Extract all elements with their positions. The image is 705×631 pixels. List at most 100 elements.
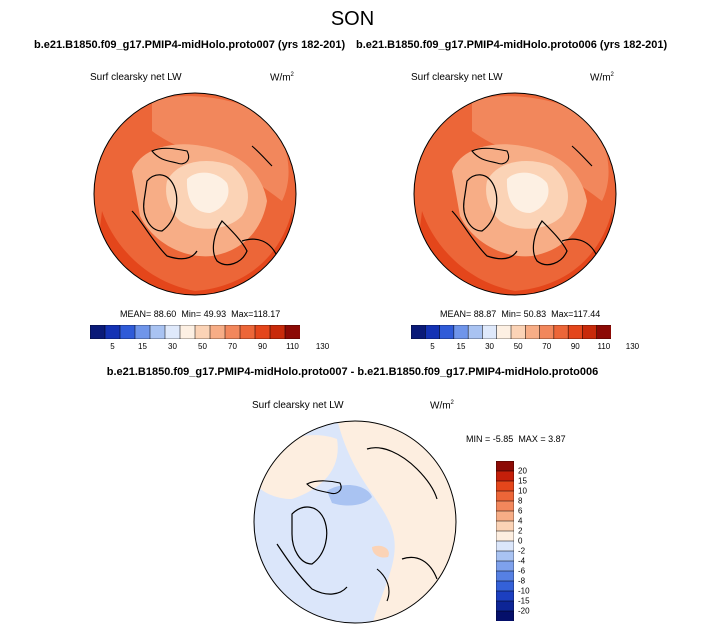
panel2-units: W/m2 <box>590 72 614 84</box>
difference-units: W/m2 <box>430 400 454 412</box>
panel2-coast-d <box>532 220 568 266</box>
colorbar-swatch <box>269 325 286 339</box>
colorbar-swatch <box>284 325 300 339</box>
colorbar-tick-label: -10 <box>518 586 530 596</box>
colorbar-swatch <box>525 325 541 339</box>
colorbar-tick-label: 2 <box>518 526 523 536</box>
difference-field-warm <box>337 421 456 623</box>
colorbar-swatch <box>90 325 106 339</box>
difference-coast-d <box>366 447 438 500</box>
colorbar-tick-label: 70 <box>228 342 237 351</box>
colorbar-swatch <box>596 325 611 339</box>
season-title: SON <box>330 8 375 30</box>
colorbar-tick-label: 8 <box>518 496 523 506</box>
colorbar-swatch <box>539 325 555 339</box>
panel1-polar-map <box>93 92 297 296</box>
panel2-variable: Surf clearsky net LW <box>411 72 503 83</box>
colorbar-swatch <box>496 520 514 532</box>
panel1-coast-b <box>131 210 198 260</box>
colorbar-swatch <box>194 325 211 339</box>
colorbar-swatch <box>496 461 514 472</box>
colorbar-tick-label: 70 <box>542 342 552 351</box>
colorbar-swatch <box>582 325 598 339</box>
panel1-field-lowest <box>186 172 229 213</box>
colorbar-swatch <box>510 325 526 339</box>
colorbar-swatch <box>439 325 455 339</box>
colorbar-tick-label: 4 <box>518 516 523 526</box>
colorbar-tick-label: 110 <box>286 342 299 351</box>
panel2-coast-c <box>471 147 510 165</box>
panel1-coast-d <box>212 220 248 266</box>
colorbar-swatch <box>134 325 151 339</box>
panel1-coast-f <box>251 145 273 167</box>
panel1-stats: MEAN= 88.60 Min= 49.93 Max=118.17 <box>120 309 281 319</box>
panel1-map-border <box>93 92 297 296</box>
colorbar-swatch <box>496 560 514 572</box>
colorbar-swatch <box>496 510 514 522</box>
panel1-units: W/m2 <box>270 72 294 84</box>
colorbar-tick-label: -2 <box>518 546 526 556</box>
colorbar-swatch <box>179 325 196 339</box>
colorbar-tick-label: 20 <box>518 466 527 476</box>
panel1-colorbar-labels: 5 15 30 50 70 90 110 130 <box>90 342 329 354</box>
colorbar-tick-label: 110 <box>597 342 611 351</box>
colorbar-swatch <box>411 325 426 339</box>
colorbar-swatch <box>496 530 514 542</box>
panel1-title: b.e21.B1850.f09_g17.PMIP4-midHolo.proto0… <box>34 39 346 51</box>
colorbar-swatch <box>496 580 514 592</box>
panel2-coast-f <box>571 145 593 167</box>
colorbar-swatch <box>425 325 441 339</box>
difference-variable: Surf clearsky net LW <box>252 400 344 411</box>
difference-coast-c <box>306 480 342 495</box>
colorbar-swatch <box>254 325 271 339</box>
colorbar-tick-label: -6 <box>518 566 526 576</box>
colorbar-tick-label: 90 <box>258 342 267 351</box>
colorbar-swatch <box>496 500 514 512</box>
panel1-coast-c <box>151 147 190 165</box>
colorbar-swatch <box>496 470 514 482</box>
difference-colorbar <box>496 461 514 621</box>
colorbar-swatch <box>467 325 483 339</box>
panel2-field-high <box>414 211 616 295</box>
colorbar-swatch <box>119 325 136 339</box>
difference-title: b.e21.B1850.f09_g17.PMIP4-midHolo.proto0… <box>106 366 599 378</box>
colorbar-swatch <box>496 550 514 562</box>
colorbar-swatch <box>496 325 512 339</box>
colorbar-swatch <box>496 600 514 612</box>
colorbar-tick-label: 6 <box>518 506 523 516</box>
panel2-colorbar <box>411 325 611 339</box>
colorbar-swatch <box>567 325 583 339</box>
colorbar-swatch <box>496 490 514 502</box>
difference-coast-a <box>291 506 328 565</box>
panel2-title: b.e21.B1850.f09_g17.PMIP4-midHolo.proto0… <box>356 39 668 51</box>
difference-field-cool <box>327 485 372 506</box>
colorbar-swatch <box>104 325 121 339</box>
colorbar-swatch <box>164 325 181 339</box>
colorbar-tick-label: 10 <box>518 486 527 496</box>
colorbar-tick-label: 5 <box>430 342 435 351</box>
colorbar-tick-label: 0 <box>518 536 523 546</box>
colorbar-swatch <box>149 325 166 339</box>
difference-map-border <box>253 420 457 624</box>
colorbar-swatch <box>496 540 514 552</box>
difference-polar-map <box>253 420 457 624</box>
colorbar-tick-label: 130 <box>315 342 330 351</box>
difference-coast-f <box>376 568 390 602</box>
colorbar-tick-label: -4 <box>518 556 526 566</box>
colorbar-swatch <box>496 480 514 492</box>
panel2-stats: MEAN= 88.87 Min= 50.83 Max=117.44 <box>440 309 601 319</box>
colorbar-swatch <box>496 590 514 602</box>
colorbar-swatch <box>453 325 469 339</box>
colorbar-swatch <box>482 325 498 339</box>
difference-field-warm-patch <box>372 545 389 558</box>
colorbar-tick-label: -20 <box>518 606 530 616</box>
colorbar-tick-label: 50 <box>198 342 207 351</box>
panel2-coast-b <box>451 210 518 260</box>
colorbar-swatch <box>553 325 569 339</box>
panel1-variable: Surf clearsky net LW <box>90 72 182 83</box>
colorbar-tick-label: -8 <box>518 576 526 586</box>
colorbar-swatch <box>496 570 514 582</box>
colorbar-tick-label: -15 <box>518 596 530 606</box>
colorbar-swatch <box>224 325 241 339</box>
colorbar-tick-label: 5 <box>110 342 115 351</box>
